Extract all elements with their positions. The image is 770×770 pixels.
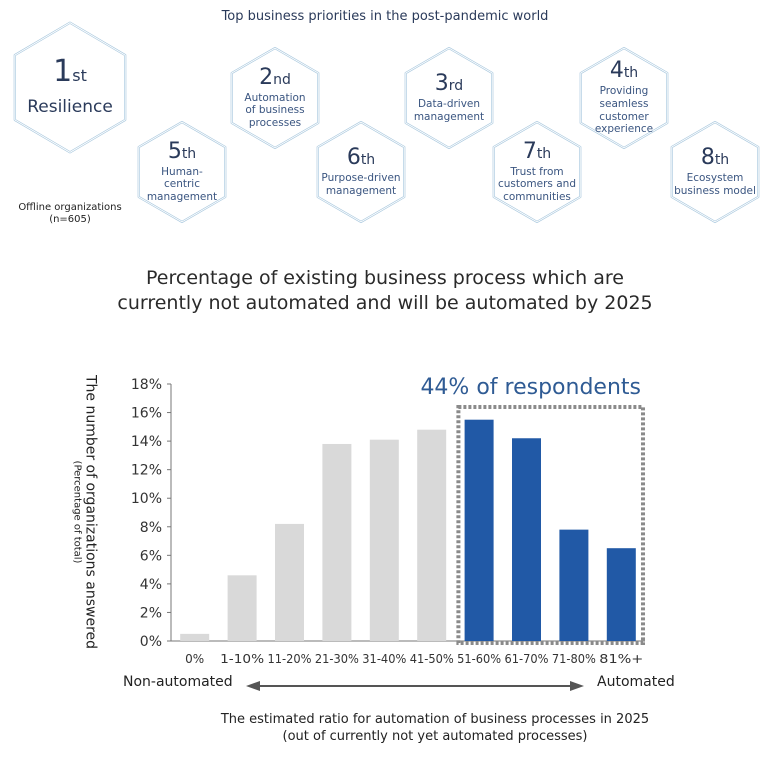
bar-41-50% <box>417 429 447 641</box>
priority-label: Resilience <box>27 97 113 118</box>
rank-suffix: rd <box>448 77 464 94</box>
x-tick-label: 41-50% <box>410 652 454 666</box>
y-tick-label: 2% <box>140 605 162 621</box>
rank-number: 1 <box>53 54 73 90</box>
rank-suffix: th <box>623 65 639 82</box>
hexagon-shape-icon <box>228 46 322 150</box>
bar-81%+ <box>606 548 636 641</box>
bar-21-30% <box>322 443 352 641</box>
priority-rank: 3rd <box>434 70 464 96</box>
rank-number: 7 <box>522 138 537 164</box>
bar-61-70% <box>512 438 541 641</box>
rank-number: 8 <box>700 144 715 170</box>
priorities-title: Top business priorities in the post-pand… <box>221 9 549 24</box>
chart-title-line2: currently not automated and will be auto… <box>117 291 653 314</box>
arrow-right-icon <box>570 681 584 691</box>
y-tick-label: 6% <box>140 548 162 564</box>
bar-31-40% <box>369 439 399 641</box>
sample-note-line1: Offline organizations <box>18 202 122 213</box>
bar-1-10% <box>227 575 257 641</box>
priority-label: Human-centric management <box>146 165 218 203</box>
x-tick-label: 81%+ <box>599 652 643 666</box>
highlight-annotation: 44% of respondents <box>420 375 641 400</box>
hexagon-shape-icon <box>490 120 584 224</box>
x-axis-title: The estimated ratio for automation of bu… <box>100 712 770 746</box>
priority-hexagon-4: 4th Providing seamless customer experience <box>577 46 671 150</box>
priority-hexagon-3: 3rd Data-driven management <box>402 46 496 150</box>
rank-suffix: th <box>714 151 730 168</box>
priority-hexagon-5: 5th Human-centric management <box>135 120 229 224</box>
x-axis-label: The estimated ratio for automation of bu… <box>220 712 650 727</box>
x-axis-sublabel: (out of currently not yet automated proc… <box>282 728 588 744</box>
arrow-left-icon <box>246 681 260 691</box>
rank-suffix: th <box>181 145 197 162</box>
rank-number: 4 <box>609 58 624 84</box>
highlight-box <box>456 405 645 645</box>
rank-number: 5 <box>167 138 182 164</box>
rank-number: 2 <box>259 64 274 90</box>
priority-label: Providing seamless customer experience <box>594 85 654 136</box>
priority-label: Trust from customers and communities <box>497 165 576 203</box>
x-tick-label: 61-70% <box>505 652 549 666</box>
hexagon-shape-icon <box>402 46 496 150</box>
chart-title-line1: Percentage of existing business process … <box>146 267 624 289</box>
priority-rank: 5th <box>167 138 197 164</box>
y-tick-label: 0% <box>140 634 162 650</box>
x-tick-label: 31-40% <box>362 652 406 666</box>
hexagon-shape-icon <box>135 120 229 224</box>
priority-rank: 8th <box>700 144 730 170</box>
automated-caption: Automated <box>597 674 675 690</box>
x-tick-label: 21-30% <box>315 652 359 666</box>
y-tick-label: 4% <box>140 577 162 593</box>
bar-51-60% <box>464 419 494 641</box>
hexagon-shape-icon <box>10 20 130 155</box>
x-tick-label: 0% <box>185 652 204 666</box>
y-tick-label: 8% <box>140 520 162 536</box>
bar-11-20% <box>275 523 304 641</box>
x-tick-label: 51-60% <box>457 652 501 666</box>
rank-suffix: nd <box>273 71 291 88</box>
priority-hexagon-1: 1st Resilience <box>10 20 130 155</box>
rank-suffix: th <box>536 145 552 162</box>
y-tick-label: 10% <box>131 491 162 507</box>
hexagon-shape-icon <box>314 120 408 224</box>
priority-rank: 6th <box>346 144 376 170</box>
priority-rank: 1st <box>53 57 87 87</box>
y-tick-label: 12% <box>131 463 162 479</box>
priority-label: Purpose-driven management <box>321 171 401 197</box>
priority-hexagon-7: 7th Trust from customers and communities <box>490 120 584 224</box>
rank-number: 3 <box>434 70 449 96</box>
chart-title: Percentage of existing business process … <box>0 266 770 315</box>
x-tick-label: 11-20% <box>268 652 312 666</box>
bar-71-80% <box>559 529 589 641</box>
hexagon-shape-icon <box>577 46 671 150</box>
sample-note-line2: (n=605) <box>49 213 91 225</box>
priority-label: Ecosystem business model <box>674 171 756 197</box>
priority-rank: 7th <box>522 138 552 164</box>
priority-hexagon-8: 8th Ecosystem business model <box>668 120 762 224</box>
y-tick-label: 16% <box>131 406 162 422</box>
priority-rank: 2nd <box>259 64 291 90</box>
priority-label: Data-driven management <box>413 97 485 123</box>
rank-suffix: st <box>72 66 87 86</box>
rank-number: 6 <box>346 144 361 170</box>
x-tick-label: 1-10% <box>220 652 264 666</box>
priority-rank: 4th <box>610 60 638 82</box>
y-tick-label: 18% <box>131 377 162 393</box>
priority-hexagon-6: 6th Purpose-driven management <box>314 120 408 224</box>
rank-suffix: th <box>360 151 376 168</box>
priority-hexagon-2: 2nd Automation of business processes <box>228 46 322 150</box>
priority-label: Automation of business processes <box>244 91 306 129</box>
y-tick-label: 14% <box>131 434 162 450</box>
x-tick-label: 71-80% <box>552 652 596 666</box>
sample-note: Offline organizations (n=605) <box>10 202 130 225</box>
non-automated-caption: Non-automated <box>123 674 233 690</box>
hexagon-shape-icon <box>668 120 762 224</box>
bar-0% <box>180 633 210 641</box>
